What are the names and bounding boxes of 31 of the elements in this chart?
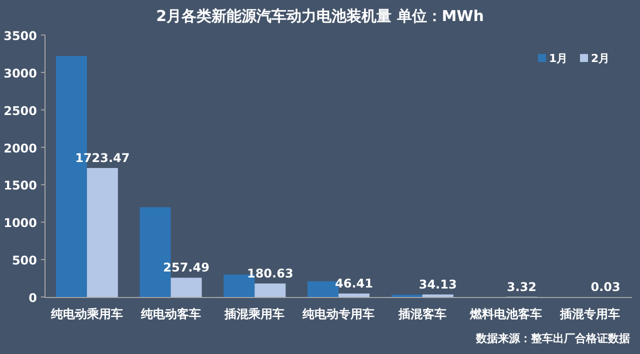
data-label: 3.32 (506, 280, 537, 294)
data-label: 257.49 (163, 260, 210, 275)
y-tick-label: 3000 (4, 66, 37, 80)
source-note: 数据来源：整车出厂合格证数据 (475, 332, 630, 345)
y-tick-label: 1500 (4, 178, 37, 193)
x-tick-label: 纯电动客车 (140, 307, 201, 321)
x-tick-label: 纯电动专用车 (302, 307, 374, 321)
data-label: 180.63 (246, 266, 294, 280)
bar (254, 283, 286, 297)
y-tick-label: 3500 (4, 29, 37, 43)
x-tick-label: 纯电动乘用车 (50, 307, 123, 321)
data-label: 0.03 (590, 280, 620, 294)
y-tick-label: 500 (12, 254, 37, 268)
bar (338, 294, 370, 297)
y-tick-label: 2500 (4, 104, 37, 118)
bar (422, 294, 454, 297)
bar (86, 168, 118, 297)
x-tick-label: 插混乘用车 (224, 307, 285, 321)
x-tick-label: 插混客车 (397, 307, 446, 321)
data-label: 1723.47 (75, 150, 130, 165)
data-label: 34.13 (418, 277, 457, 292)
y-tick-label: 0 (28, 291, 37, 305)
legend-label: 2月 (591, 52, 610, 65)
data-label: 46.41 (335, 276, 373, 291)
x-tick-label: 插混专用车 (559, 307, 620, 321)
y-tick-label: 2000 (4, 141, 37, 156)
chart-title: 2月各类新能源汽车动力电池装机量 单位：MWh (156, 7, 484, 25)
bar (170, 278, 202, 297)
legend-label: 1月 (549, 52, 568, 65)
x-tick-label: 燃料电池客车 (469, 307, 542, 321)
y-tick-label: 1000 (4, 216, 37, 230)
